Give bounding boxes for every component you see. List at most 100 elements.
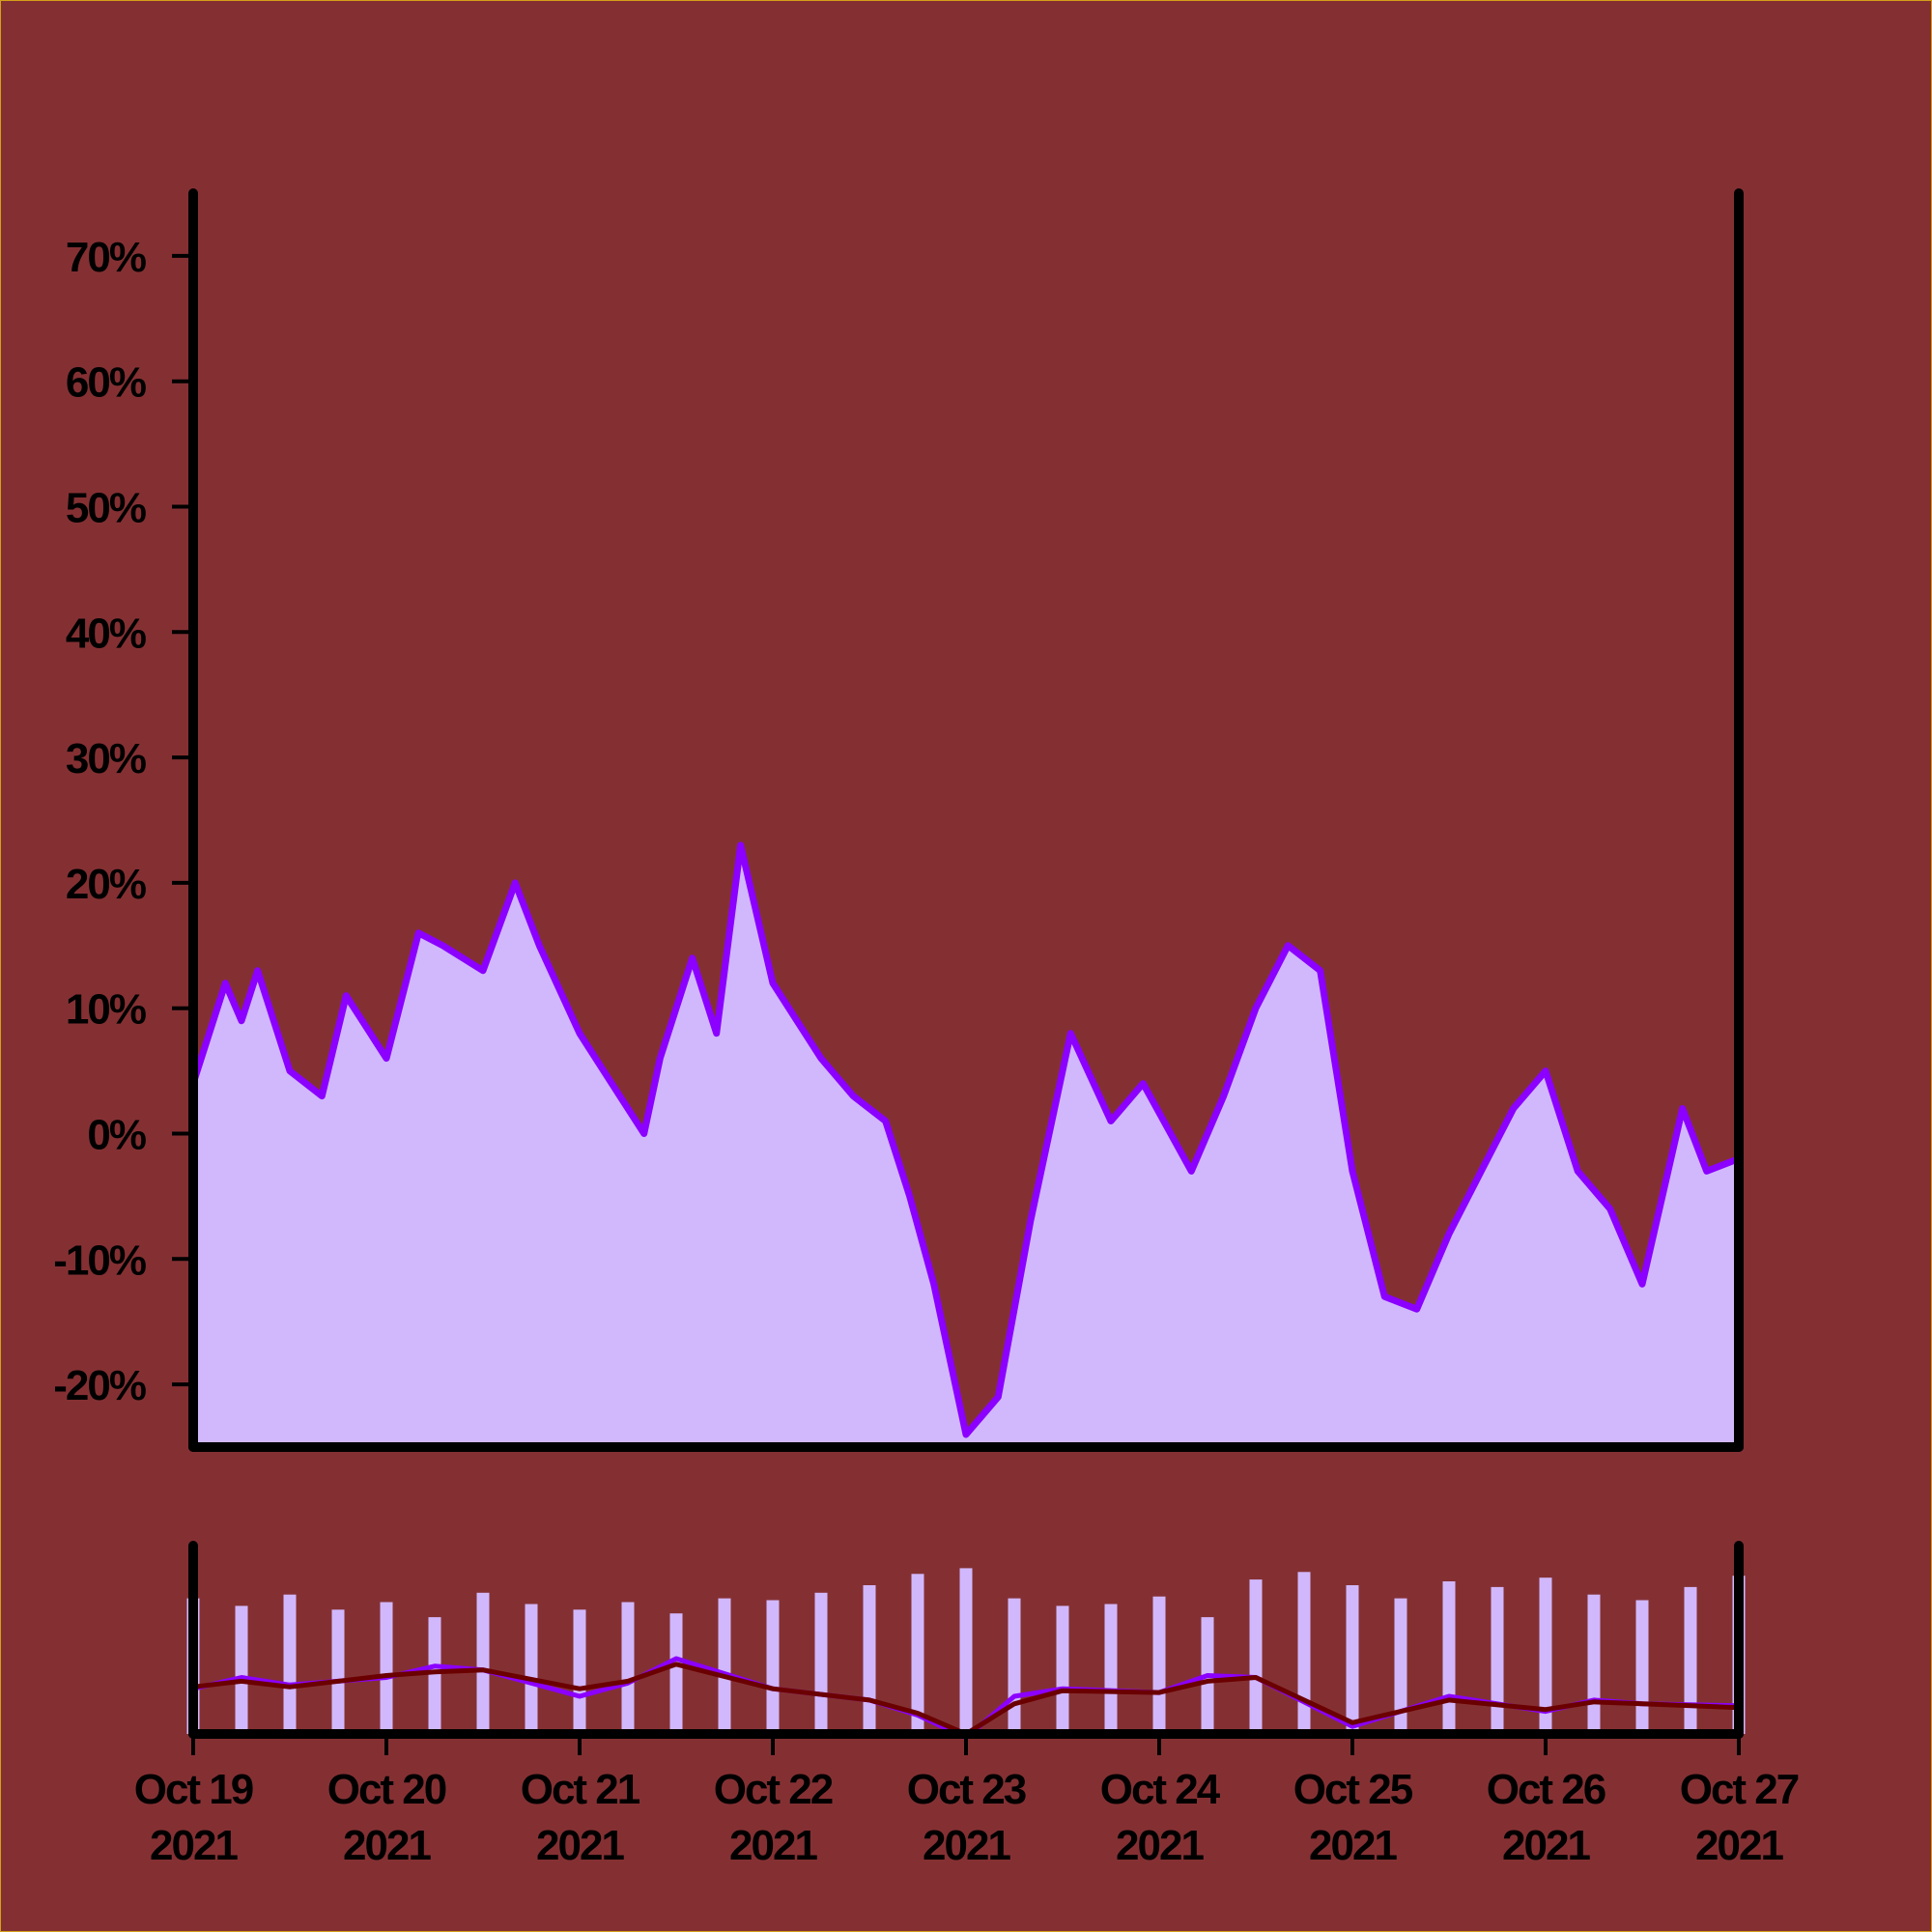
volume-bar xyxy=(1056,1605,1069,1734)
y-tick-label: 30% xyxy=(66,735,146,782)
price-point xyxy=(713,1030,720,1037)
price-area-chart xyxy=(189,841,1742,1447)
y-tick-label: 70% xyxy=(66,234,146,281)
x-tick-label-date: Oct 23 xyxy=(907,1766,1026,1813)
x-tick-label-year: 2021 xyxy=(729,1822,817,1869)
volume-bar xyxy=(621,1602,635,1734)
price-point xyxy=(1317,967,1323,974)
volume-bar xyxy=(1587,1594,1601,1734)
price-point xyxy=(1350,1168,1355,1175)
price-point xyxy=(319,1093,326,1099)
price-point xyxy=(480,967,486,974)
volume-bar xyxy=(1008,1598,1021,1734)
price-point xyxy=(1067,1030,1074,1037)
price-point xyxy=(287,1067,293,1074)
y-tick-label: 20% xyxy=(66,861,146,908)
volume-bar xyxy=(911,1574,924,1735)
price-point xyxy=(930,1281,937,1288)
price-point xyxy=(1285,942,1292,949)
price-point xyxy=(1510,1105,1517,1112)
price-point xyxy=(343,992,350,999)
volume-bar xyxy=(573,1609,586,1734)
y-axis-ticks: 70% 60% 50% 40% 30% 20% 10% 0% -10% -20% xyxy=(53,234,193,1409)
price-point xyxy=(1253,1005,1259,1011)
x-tick-label-date: Oct 20 xyxy=(327,1766,446,1813)
price-point xyxy=(1639,1281,1645,1288)
price-point xyxy=(1478,1168,1485,1175)
price-point xyxy=(963,1432,969,1437)
price-point xyxy=(415,929,422,936)
volume-bar xyxy=(380,1602,393,1734)
main-chart-axes xyxy=(188,188,1744,1452)
x-tick-label-year: 2021 xyxy=(1116,1822,1204,1869)
y-tick-label: 40% xyxy=(66,610,146,657)
volume-subchart xyxy=(186,1568,1746,1741)
price-point xyxy=(1220,1093,1227,1099)
volume-bar xyxy=(476,1592,490,1735)
volume-bar xyxy=(1491,1586,1504,1734)
price-point xyxy=(1446,1231,1452,1237)
price-point xyxy=(1140,1080,1147,1087)
price-point xyxy=(239,1017,244,1024)
x-tick-label-year: 2021 xyxy=(1502,1822,1590,1869)
price-point xyxy=(1188,1168,1195,1175)
price-point xyxy=(657,1055,664,1062)
price-point xyxy=(384,1055,389,1062)
price-point xyxy=(1703,1168,1710,1175)
volume-bar xyxy=(1635,1600,1649,1734)
price-point xyxy=(1606,1206,1613,1212)
x-tick-label-year: 2021 xyxy=(343,1822,431,1869)
x-tick-label-year: 2021 xyxy=(150,1822,238,1869)
volume-bar xyxy=(1539,1577,1552,1734)
volume-bar xyxy=(1152,1596,1166,1734)
price-point xyxy=(818,1055,824,1062)
volume-bar xyxy=(766,1600,780,1734)
price-point xyxy=(254,967,261,974)
y-tick-label: -20% xyxy=(53,1362,146,1409)
x-tick-label-year: 2021 xyxy=(1695,1822,1783,1869)
y-tick-label: 0% xyxy=(87,1112,145,1159)
price-point xyxy=(536,942,543,949)
price-area-fill xyxy=(193,845,1739,1447)
volume-bar xyxy=(1394,1598,1407,1734)
volume-bar xyxy=(1346,1585,1359,1734)
price-point xyxy=(1381,1293,1388,1300)
price-point xyxy=(512,879,519,886)
price-point xyxy=(770,980,776,986)
volume-bar xyxy=(235,1605,248,1734)
volume-bar xyxy=(1297,1572,1311,1734)
x-tick-label-date: Oct 24 xyxy=(1100,1766,1221,1813)
volume-series-line xyxy=(192,1656,1740,1741)
volume-bar xyxy=(1442,1581,1456,1734)
x-tick-label-date: Oct 26 xyxy=(1487,1766,1605,1813)
volume-bar xyxy=(331,1609,345,1734)
x-tick-label-date: Oct 27 xyxy=(1680,1766,1799,1813)
volume-bar xyxy=(283,1594,297,1734)
x-tick-label-date: Oct 22 xyxy=(714,1766,833,1813)
price-point xyxy=(850,1093,857,1099)
price-point xyxy=(640,1130,647,1137)
volume-bar xyxy=(814,1592,828,1735)
price-point xyxy=(1413,1306,1420,1313)
volume-bar xyxy=(428,1617,441,1734)
price-point xyxy=(577,1030,582,1037)
volume-bar xyxy=(863,1585,876,1734)
price-point xyxy=(737,842,744,848)
x-tick-label-year: 2021 xyxy=(1309,1822,1397,1869)
price-point xyxy=(440,942,446,949)
price-point xyxy=(882,1118,889,1124)
price-point xyxy=(689,954,696,961)
price-point xyxy=(906,1193,913,1200)
y-tick-label: 50% xyxy=(66,485,146,532)
moving-average-line xyxy=(192,1662,1740,1737)
y-tick-label: 10% xyxy=(66,986,146,1034)
x-tick-label-year: 2021 xyxy=(536,1822,624,1869)
price-point xyxy=(1575,1168,1581,1175)
price-point xyxy=(1027,1218,1034,1225)
price-line xyxy=(189,841,1741,1438)
price-point xyxy=(222,980,229,986)
price-point xyxy=(609,1080,615,1087)
volume-bar xyxy=(959,1568,973,1734)
volume-bar xyxy=(669,1613,683,1734)
